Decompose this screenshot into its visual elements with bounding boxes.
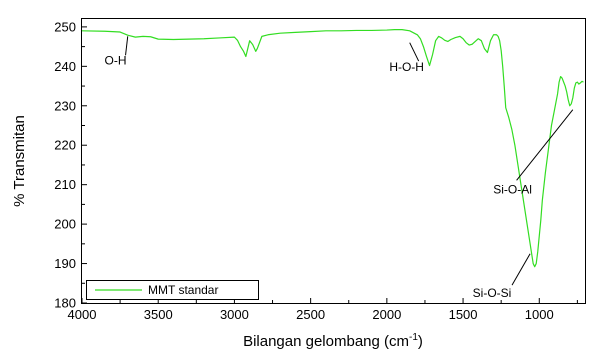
x-tick-label: 2000 (372, 307, 401, 322)
annotation-layer: O-H H-O-H Si-O-Al Si-O-Si (105, 36, 574, 300)
x-tick-label: 1000 (525, 307, 554, 322)
annotation-leader (125, 36, 129, 56)
series-layer (81, 29, 584, 268)
x-tick-label: 3500 (144, 307, 173, 322)
y-tick-label: 240 (54, 59, 76, 74)
y-tick-label: 210 (54, 177, 76, 192)
y-tick-label: 230 (54, 98, 76, 113)
y-tick-label: 220 (54, 138, 76, 153)
legend-label: MMT standar (148, 283, 218, 297)
annotation-leader (409, 42, 420, 62)
y-tick-label: 200 (54, 217, 76, 232)
series-line-0 (81, 29, 584, 268)
x-tick-label: 2500 (296, 307, 325, 322)
annotation-label: Si-O-Si (473, 286, 512, 300)
annotation-leader (516, 109, 574, 181)
x-axis-title-main: Bilangan gelombang (cm (243, 333, 409, 350)
plot-frame (81, 18, 586, 304)
annotation-label: H-O-H (389, 60, 424, 74)
x-tick-label: 4000 (68, 307, 97, 322)
x-tick-label: 1500 (449, 307, 478, 322)
x-tick-label: 3000 (220, 307, 249, 322)
annotation-label: Si-O-Al (493, 182, 532, 196)
y-tick-label: 180 (54, 296, 76, 311)
x-axis: 4000 3500 3000 2500 2000 1500 1000 (68, 298, 578, 322)
x-axis-title-sup: -1 (409, 332, 418, 343)
annotation-label: O-H (105, 53, 127, 67)
y-tick-label: 190 (54, 256, 76, 271)
x-axis-title: Bilangan gelombang (cm-1) (243, 332, 423, 350)
legend: MMT standar (86, 280, 259, 300)
y-axis: 180 190 200 210 220 230 240 250 (54, 19, 87, 311)
y-axis-title: % Transmitan (11, 115, 28, 207)
legend-box (86, 280, 259, 300)
y-tick-label: 250 (54, 19, 76, 34)
annotation-leader (511, 253, 531, 286)
x-axis-title-suffix: ) (418, 333, 423, 350)
